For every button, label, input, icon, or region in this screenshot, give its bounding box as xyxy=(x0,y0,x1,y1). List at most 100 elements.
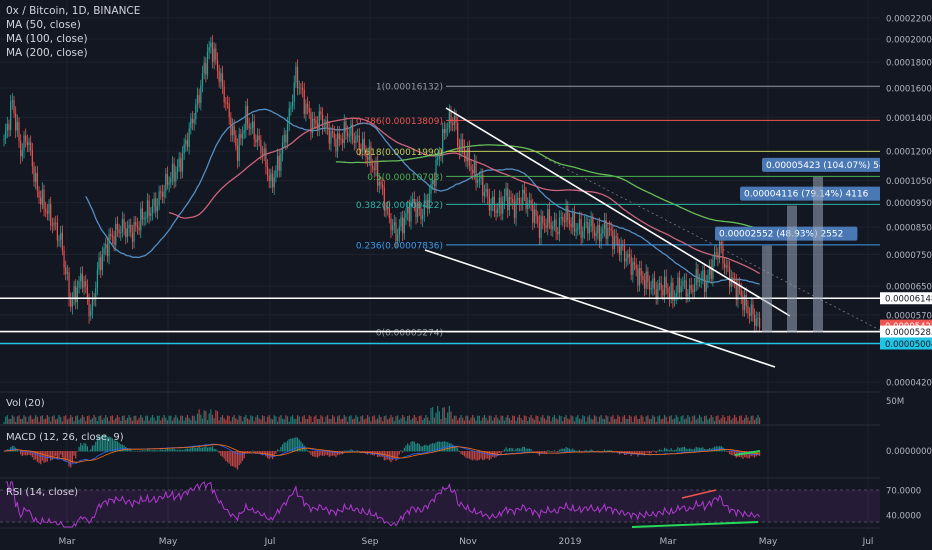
macd-histogram-bar xyxy=(563,448,566,452)
candle-body xyxy=(115,223,117,245)
candle-body xyxy=(427,199,429,209)
candle-body xyxy=(425,199,427,201)
candle-body xyxy=(757,317,759,319)
macd-histogram-bar xyxy=(143,450,145,452)
time-tick-label: May xyxy=(759,537,778,547)
ma200-line xyxy=(335,144,760,230)
volume-bar xyxy=(216,411,219,424)
candle-body xyxy=(620,244,622,255)
macd-histogram-bar xyxy=(158,450,160,452)
channel-upper-line xyxy=(445,107,791,317)
candle-body xyxy=(10,102,12,131)
volume-bar xyxy=(80,418,82,424)
candle-body xyxy=(603,219,606,229)
candle-body xyxy=(223,86,225,103)
rsi-pane-label[interactable]: RSI (14, close) xyxy=(6,487,79,498)
volume-bar xyxy=(653,416,656,424)
candle-body xyxy=(402,217,404,234)
candle-body xyxy=(288,108,290,125)
candle-body xyxy=(518,198,521,204)
volume-bar xyxy=(31,419,33,424)
macd-pane-label[interactable]: MACD (12, 26, close, 9) xyxy=(6,432,124,443)
candle-body xyxy=(440,154,442,157)
candle-body xyxy=(393,222,395,226)
candle-body xyxy=(533,209,536,223)
fibonacci-retracement[interactable]: 1(0.00016132) 0.786(0.00013809) 0.618(0.00… xyxy=(356,83,880,339)
time-axis[interactable]: Mar May Jul Sep Nov 2019 Mar May Jul xyxy=(0,530,932,550)
volume-bar xyxy=(677,416,679,424)
macd-histogram-bar xyxy=(358,451,360,453)
macd-histogram-bar xyxy=(170,449,172,452)
macd-histogram-bar xyxy=(221,451,224,457)
candle-body xyxy=(141,208,144,220)
macd-histogram-bar xyxy=(355,450,357,452)
time-axis-bg xyxy=(0,530,932,550)
macd-histogram-bar xyxy=(462,451,464,456)
macd-histogram-bar xyxy=(682,447,684,452)
candle-body xyxy=(725,265,727,268)
candle-body xyxy=(378,182,380,186)
macd-histogram-bar xyxy=(648,451,651,454)
candle-body xyxy=(502,201,504,214)
candle-body xyxy=(538,222,541,238)
macd-histogram-bar xyxy=(607,450,609,452)
indicator-ma200-label[interactable]: MA (200, close) xyxy=(6,47,88,59)
volume-bar xyxy=(568,419,571,424)
macd-histogram-bar xyxy=(40,451,42,465)
volume-bar xyxy=(727,415,729,424)
candle-body xyxy=(452,123,454,125)
candle-body xyxy=(677,277,679,294)
volume-bar xyxy=(348,416,350,424)
volume-bar xyxy=(662,418,664,424)
candle-body xyxy=(230,117,232,136)
candle-body xyxy=(215,48,217,60)
candle-body xyxy=(743,294,746,311)
volume-bar xyxy=(85,421,87,424)
candle-body xyxy=(151,206,154,214)
macd-histogram-bar xyxy=(183,449,185,452)
volume-bar xyxy=(700,417,702,424)
volume-pane-label[interactable]: Vol (20) xyxy=(6,398,45,409)
indicator-ma50-label[interactable]: MA (50, close) xyxy=(6,19,81,31)
candle-body xyxy=(208,47,210,52)
volume-bar xyxy=(438,411,440,424)
candle-body xyxy=(125,228,127,238)
candle-body xyxy=(131,232,134,242)
price-target-boxes[interactable]: 0.00002552 (48.93%) 2552 0.00004116 (79.1… xyxy=(715,157,910,333)
trend-channel[interactable] xyxy=(424,107,881,368)
candle-body xyxy=(280,153,282,171)
candle-body xyxy=(126,228,129,238)
macd-histogram-bar xyxy=(140,450,142,452)
macd-histogram-bar xyxy=(56,451,58,459)
macd-histogram-bar xyxy=(198,446,200,452)
candle-body xyxy=(467,147,469,162)
volume-bar xyxy=(26,421,28,424)
candle-body xyxy=(400,217,402,227)
candle-body xyxy=(321,114,324,127)
volume-bar xyxy=(283,419,285,424)
macd-histogram-bar xyxy=(335,451,337,458)
indicator-ma100-label[interactable]: MA (100, close) xyxy=(6,33,88,45)
macd-histogram-bar xyxy=(280,446,282,452)
candle-body xyxy=(308,108,310,113)
candle-body xyxy=(568,220,571,224)
horizontal-levels[interactable] xyxy=(0,297,880,345)
macd-histogram-bar xyxy=(647,451,649,453)
candle-body xyxy=(650,287,652,290)
macd-histogram-bar xyxy=(331,451,334,456)
candle-body xyxy=(693,284,696,293)
macd-histogram-bar xyxy=(402,451,404,453)
volume-bar xyxy=(710,415,712,424)
candle-body xyxy=(557,232,559,235)
macd-histogram-bar xyxy=(93,445,95,452)
candle-body xyxy=(418,202,420,209)
macd-histogram-bar xyxy=(65,451,67,462)
volume-bar xyxy=(628,415,631,424)
candle-body xyxy=(200,85,202,104)
candle-body xyxy=(698,280,701,283)
candle-body xyxy=(727,265,729,267)
macd-histogram-bar xyxy=(412,441,414,452)
volume-bar xyxy=(759,417,761,424)
